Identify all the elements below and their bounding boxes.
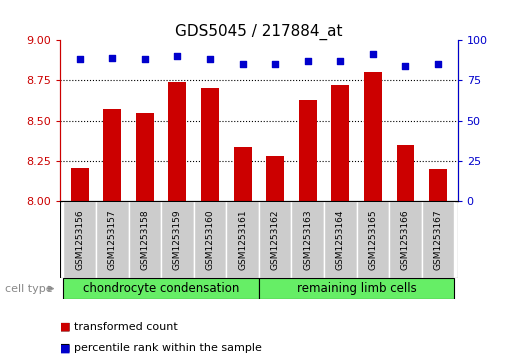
Bar: [291, 201, 324, 278]
Point: [434, 61, 442, 67]
Bar: [396, 145, 414, 201]
Bar: [332, 85, 349, 201]
Bar: [104, 109, 121, 201]
Bar: [201, 89, 219, 201]
Point: [75, 56, 84, 62]
Bar: [96, 201, 129, 278]
Bar: [63, 278, 259, 299]
Bar: [266, 156, 284, 201]
Bar: [259, 278, 454, 299]
Point: [271, 61, 279, 67]
Point: [238, 61, 247, 67]
Point: [141, 56, 149, 62]
Text: GSM1253166: GSM1253166: [401, 209, 410, 270]
Text: cell type: cell type: [5, 284, 53, 294]
Text: ■ transformed count: ■ transformed count: [60, 322, 178, 332]
Text: GSM1253165: GSM1253165: [368, 209, 378, 270]
Bar: [364, 72, 382, 201]
Point: [173, 53, 181, 59]
Text: GSM1253163: GSM1253163: [303, 209, 312, 270]
Bar: [389, 201, 422, 278]
Point: [108, 55, 117, 61]
Text: GSM1253164: GSM1253164: [336, 209, 345, 270]
Point: [369, 52, 377, 57]
Bar: [129, 201, 161, 278]
Bar: [259, 201, 291, 278]
Text: GSM1253162: GSM1253162: [271, 209, 280, 270]
Bar: [194, 201, 226, 278]
Text: chondrocyte condensation: chondrocyte condensation: [83, 282, 240, 295]
Bar: [71, 168, 89, 201]
Text: GSM1253158: GSM1253158: [140, 209, 150, 270]
Bar: [161, 201, 194, 278]
Point: [303, 58, 312, 64]
Point: [336, 58, 345, 64]
Text: GSM1253156: GSM1253156: [75, 209, 84, 270]
Bar: [422, 201, 454, 278]
Bar: [299, 100, 317, 201]
Bar: [234, 147, 252, 201]
Bar: [63, 201, 96, 278]
Point: [206, 56, 214, 62]
Text: remaining limb cells: remaining limb cells: [297, 282, 416, 295]
Text: ■ percentile rank within the sample: ■ percentile rank within the sample: [60, 343, 262, 354]
Text: ■: ■: [60, 343, 71, 354]
Title: GDS5045 / 217884_at: GDS5045 / 217884_at: [175, 24, 343, 40]
Text: GSM1253167: GSM1253167: [434, 209, 442, 270]
Bar: [168, 82, 186, 201]
Text: GSM1253159: GSM1253159: [173, 209, 182, 270]
Bar: [136, 113, 154, 201]
Text: GSM1253157: GSM1253157: [108, 209, 117, 270]
Text: ■: ■: [60, 322, 71, 332]
Bar: [324, 201, 357, 278]
Bar: [226, 201, 259, 278]
Bar: [357, 201, 389, 278]
Point: [401, 63, 410, 69]
Bar: [429, 169, 447, 201]
Text: GSM1253161: GSM1253161: [238, 209, 247, 270]
Text: GSM1253160: GSM1253160: [206, 209, 214, 270]
